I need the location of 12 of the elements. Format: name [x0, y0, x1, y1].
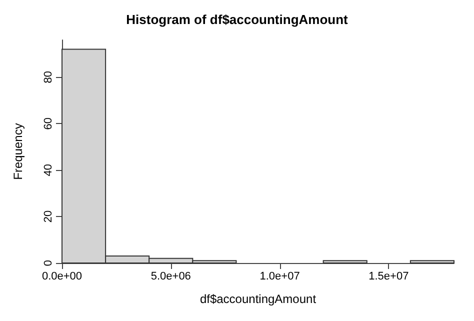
x-axis-title: df$accountingAmount: [200, 292, 317, 306]
x-tick-label: 1.5e+07: [368, 270, 409, 282]
y-tick-label: 80: [42, 71, 54, 84]
y-tick-label: 60: [42, 118, 54, 130]
y-tick-label: 0: [42, 260, 54, 266]
x-tick-label: 1.0e+07: [260, 270, 300, 282]
y-tick-label: 40: [42, 164, 54, 176]
x-tick-label: 5.0e+06: [150, 270, 191, 282]
chart-title: Histogram of df$accountingAmount: [126, 12, 349, 27]
y-tick-label: 20: [42, 210, 54, 223]
y-axis-title: Frequency: [11, 123, 25, 180]
x-tick-label: 0.0e+00: [42, 270, 82, 282]
